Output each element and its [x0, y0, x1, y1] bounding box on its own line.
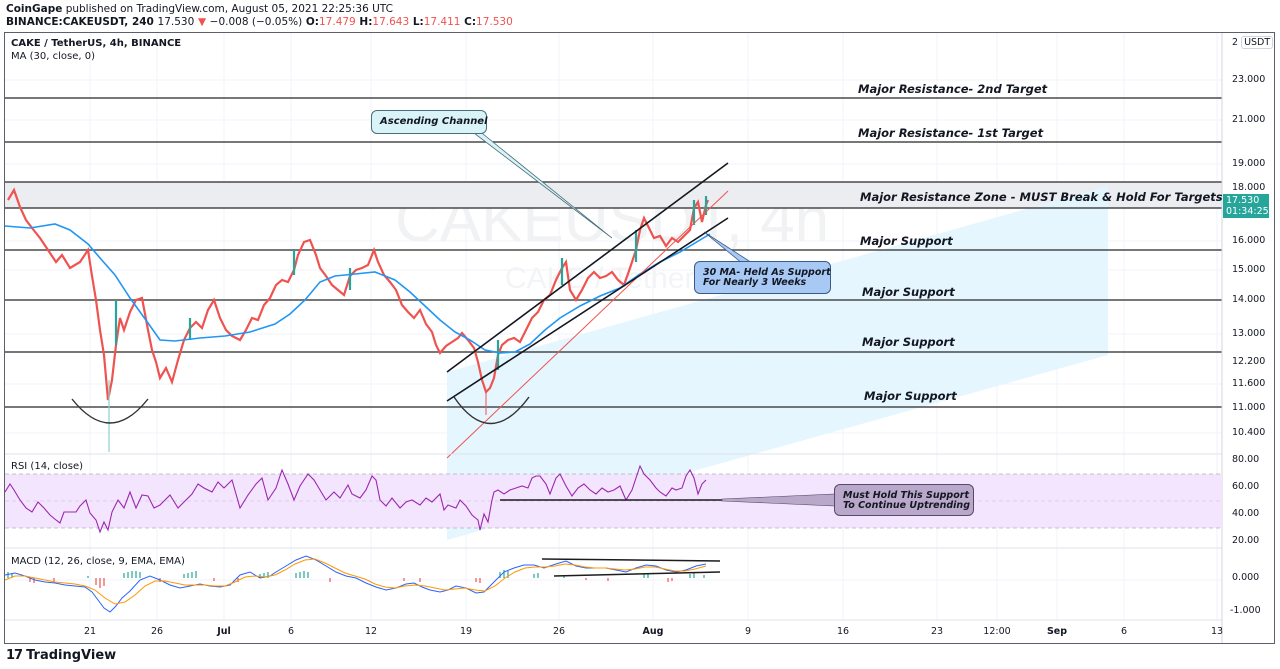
macd-line — [4, 555, 707, 613]
price-tick: 15.000 — [1232, 264, 1266, 275]
rsi-support-callout[interactable]: Must Hold This Support To Continue Uptre… — [834, 484, 974, 516]
time-tick: 9 — [744, 626, 752, 637]
time-tick: 23 — [930, 626, 944, 637]
published-text: published on TradingView.com, August 05,… — [65, 3, 393, 15]
channel-midline — [446, 190, 729, 459]
rsi-tick: 80.00 — [1232, 454, 1260, 465]
rsi-line — [4, 464, 707, 534]
time-tick: Sep — [1046, 626, 1068, 637]
rsi-callout-line2: To Continue Uptrending — [843, 500, 970, 511]
ma30-line — [4, 223, 711, 354]
symbol-ohlc-line: BINANCE:CAKEUSDT, 240 17.530 ▼ −0.008 (−… — [6, 16, 513, 29]
current-price-tag: 17.530 01:34:25 — [1223, 194, 1269, 218]
time-tick: 21 — [83, 626, 97, 637]
rsi-tick: 20.00 — [1232, 535, 1260, 546]
rsi-tick: 40.00 — [1232, 508, 1260, 519]
time-tick: 6 — [287, 626, 295, 637]
price-tick: 23.000 — [1232, 74, 1266, 85]
currency-prefix: 2 — [1232, 37, 1239, 48]
horizontal-levels — [5, 97, 1222, 408]
symbol-legend[interactable]: CAKE / TetherUS, 4h, BINANCE — [11, 38, 182, 49]
tradingview-brand[interactable]: 17 TradingView — [6, 648, 116, 663]
high-value: 17.643 — [372, 16, 410, 28]
ma-callout-line2: For Nearly 3 Weeks — [703, 277, 807, 288]
ma-support-callout[interactable]: 30 MA- Held As Support For Nearly 3 Week… — [694, 261, 831, 294]
last-price: 17.530 — [157, 16, 195, 28]
publish-info: CoinGape published on TradingView.com, A… — [6, 3, 393, 16]
ascending-channel-text: Ascending Channel — [380, 116, 488, 127]
time-tick: Jul — [217, 626, 231, 637]
support-label-1: Major Support — [860, 234, 953, 248]
price-tick: 18.000 — [1232, 182, 1266, 193]
ma-callout-line1: 30 MA- Held As Support — [703, 267, 831, 278]
resistance-zone — [5, 182, 1222, 208]
price-tick: 11.600 — [1232, 378, 1266, 389]
support-label-4: Major Support — [864, 389, 957, 403]
bar-countdown: 01:34:25 — [1226, 206, 1269, 217]
rsi-legend[interactable]: RSI (14, close) — [11, 461, 84, 472]
tradingview-logo-icon: 17 — [6, 648, 23, 663]
currency-label[interactable]: 2 USDT — [1232, 36, 1274, 49]
high-label: H: — [359, 16, 373, 28]
resistance-zone-label: Major Resistance Zone - MUST Break & Hol… — [860, 190, 1223, 204]
candlesticks — [7, 187, 710, 452]
publisher-name[interactable]: CoinGape — [6, 3, 63, 15]
support-label-2: Major Support — [862, 285, 955, 299]
open-value: 17.479 — [319, 16, 356, 28]
bottom-arc-right — [453, 396, 530, 424]
resistance-2nd-target-label: Major Resistance- 2nd Target — [858, 82, 1048, 96]
time-tick: 6 — [1120, 626, 1128, 637]
resistance-1st-target-label: Major Resistance- 1st Target — [858, 126, 1044, 140]
price-tick: 16.000 — [1232, 235, 1266, 246]
support-label-3: Major Support — [862, 335, 955, 349]
open-label: O: — [305, 16, 319, 28]
close-value: 17.530 — [476, 16, 513, 28]
channel-upper — [446, 162, 729, 373]
current-price: 17.530 — [1226, 195, 1260, 206]
time-tick: 12 — [364, 626, 378, 637]
price-tick: 14.000 — [1232, 294, 1266, 305]
time-tick: 13 — [1210, 626, 1224, 637]
rsi-tick: 60.00 — [1232, 481, 1260, 492]
channel-lower — [446, 217, 729, 402]
macd-tick: -1.000 — [1230, 605, 1261, 616]
down-triangle-icon: ▼ — [197, 16, 207, 28]
time-tick: 26 — [150, 626, 164, 637]
time-tick: 16 — [836, 626, 850, 637]
currency-badge[interactable]: USDT — [1241, 36, 1274, 49]
price-tick: 12.200 — [1232, 356, 1266, 367]
close-label: C: — [464, 16, 477, 28]
macd-legend[interactable]: MACD (12, 26, close, 9, EMA, EMA) — [11, 556, 185, 567]
chart-frame — [4, 32, 1275, 644]
price-tick: 19.000 — [1232, 158, 1266, 169]
price-tick: 10.400 — [1232, 427, 1266, 438]
rsi-band — [5, 474, 1222, 528]
low-label: L: — [412, 16, 424, 28]
rsi-callout-line1: Must Hold This Support — [843, 490, 969, 501]
time-tick: 19 — [459, 626, 473, 637]
tradingview-wordmark: TradingView — [26, 648, 117, 663]
time-tick: 26 — [552, 626, 566, 637]
time-tick: 12:00 — [983, 626, 1011, 637]
price-tick: 21.000 — [1232, 114, 1266, 125]
macd-upper-line — [541, 558, 721, 562]
macd-tick: 0.000 — [1232, 572, 1260, 583]
price-tick: 13.000 — [1232, 328, 1266, 339]
signal-line — [4, 558, 707, 605]
bottom-arc-left — [71, 398, 149, 424]
macd-lower-line — [553, 571, 721, 577]
price-tick: 11.000 — [1232, 402, 1266, 413]
ma-legend[interactable]: MA (30, close, 0) — [11, 51, 96, 62]
low-value: 17.411 — [423, 16, 461, 28]
ascending-channel-callout[interactable]: Ascending Channel — [371, 110, 488, 134]
price-change: −0.008 (−0.05%) — [209, 16, 303, 28]
channel-fill — [447, 186, 1108, 540]
time-tick: Aug — [642, 626, 664, 637]
symbol-label: BINANCE:CAKEUSDT, 240 — [6, 16, 154, 28]
